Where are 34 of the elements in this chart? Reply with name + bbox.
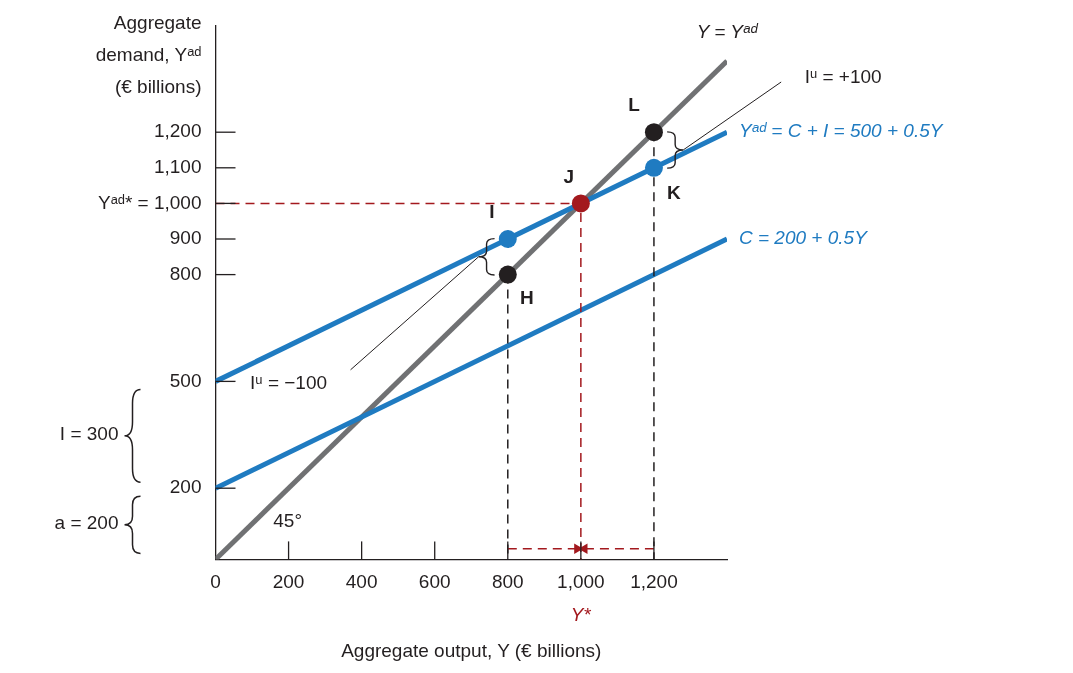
annotation: H [519,286,534,308]
y-tick-label: 1,100 [153,156,202,178]
series-label: Y = Yᵃᵈ [696,21,759,43]
series-label: C = 200 + 0.5Y [739,227,869,249]
x-tick-label: 400 [345,571,378,593]
text: I = 300 [59,423,119,445]
y-tick-label: 1,200 [153,120,202,142]
point [498,265,517,284]
annotation: I [489,201,495,223]
point [644,123,663,142]
y-tick-label: 200 [169,476,202,498]
point [498,230,517,248]
x-tick-label: 0 [210,571,221,593]
y-tick-label: 500 [169,369,202,391]
text: a = 200 [54,512,119,534]
x-tick-label: 800 [491,571,524,593]
annotation: Iᵘ = +100 [804,66,882,88]
annotation: 45° [273,509,302,531]
point [644,158,663,177]
x-tick-label: 1,200 [630,571,678,593]
y-tick-label: 900 [169,227,202,249]
y-tick-label: Yᵃᵈ* = 1,000 [97,191,202,213]
annotation: L [628,94,641,116]
annotation: K [667,182,682,204]
y-axis-title: Aggregate demand, Yᵃᵈ (€ billions) [95,12,202,98]
annotation: Iᵘ = −100 [250,372,328,394]
annotation: J [563,165,575,187]
y-tick-label: 800 [169,262,202,284]
x-tick-label: 600 [418,571,451,593]
x-tick-label: 1,000 [557,571,605,593]
x-axis-title: Aggregate output, Y (€ billions) [341,639,602,661]
series-label: Yᵃᵈ = C + I = 500 + 0.5Y [739,120,944,142]
text: Y* [570,603,592,625]
x-tick-label: 200 [272,571,305,593]
